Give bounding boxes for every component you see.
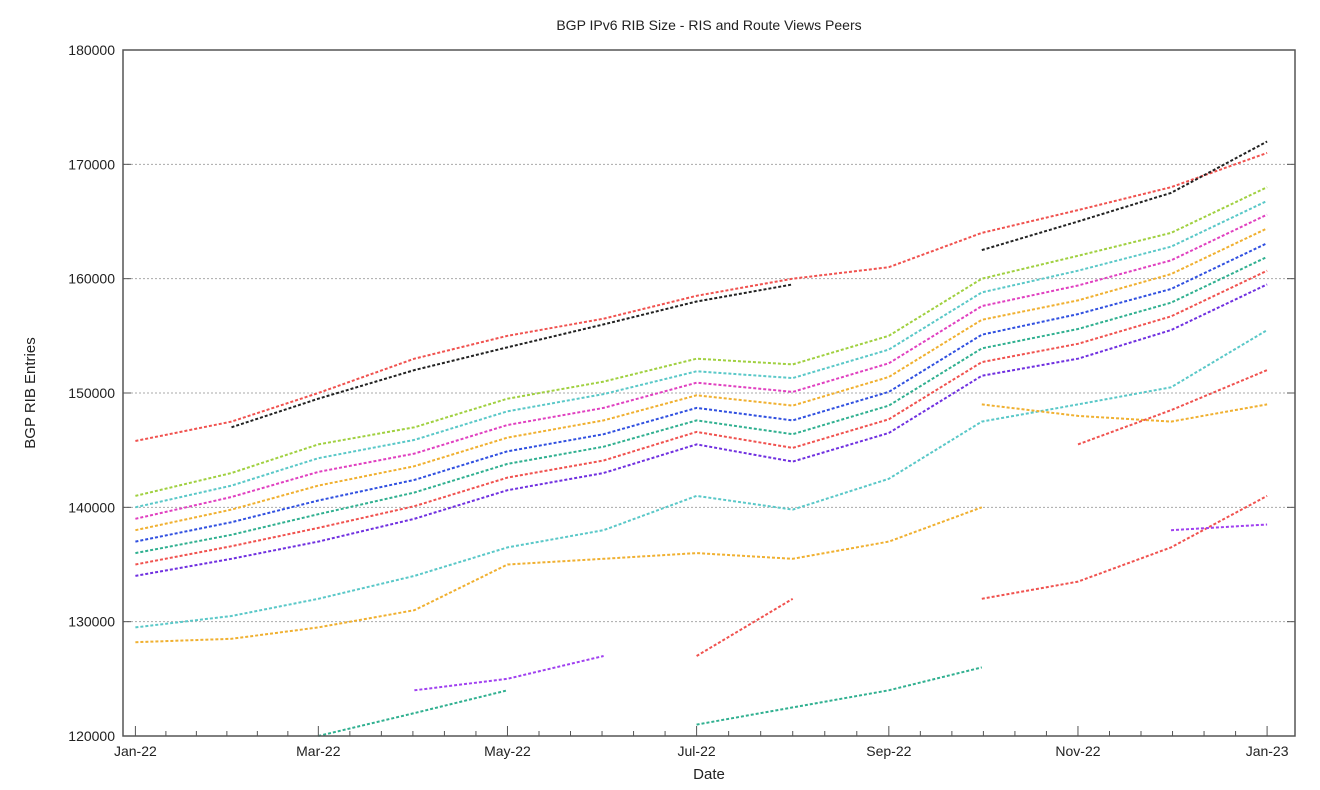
y-tick-label: 160000 <box>68 271 115 287</box>
series-line <box>135 269 1268 566</box>
series-line <box>135 506 983 644</box>
x-tick-label: Sep-22 <box>866 743 911 759</box>
series-line <box>696 597 794 657</box>
series-line <box>135 227 1268 532</box>
series-line <box>981 403 1268 423</box>
y-tick-label: 180000 <box>68 42 115 58</box>
y-tick-label: 170000 <box>68 156 115 172</box>
series-line <box>135 283 1268 577</box>
series-line <box>1170 523 1268 532</box>
x-axis-title: Date <box>693 766 725 783</box>
series-line <box>135 213 1268 520</box>
series-line <box>318 689 508 737</box>
axes: 120000 130000 140000 150000 160000 170000 1800… <box>68 42 1295 759</box>
y-tick-label: 140000 <box>68 499 115 515</box>
x-tick-label: Mar-22 <box>296 743 341 759</box>
y-tick-label: 130000 <box>68 614 115 630</box>
chart-title: BGP IPv6 RIB Size - RIS and Route Views … <box>556 17 861 33</box>
series-line <box>135 199 1268 509</box>
series-line <box>135 329 1268 629</box>
x-tick-label: May-22 <box>484 743 531 759</box>
series-line <box>135 151 1268 442</box>
x-tick-label: Jul-22 <box>678 743 716 759</box>
y-tick-label: 120000 <box>68 728 115 744</box>
series-line <box>135 255 1268 555</box>
y-axis-title: BGP RIB Entries <box>22 337 39 448</box>
x-tick-label: Jan-23 <box>1246 743 1289 759</box>
x-tick-label: Jan-22 <box>114 743 157 759</box>
series-group <box>135 140 1268 737</box>
series-line <box>1077 369 1268 446</box>
x-tick-label: Nov-22 <box>1055 743 1100 759</box>
series-line <box>231 283 793 429</box>
series-line <box>414 655 604 692</box>
series-line <box>135 242 1268 543</box>
series-line <box>696 666 983 726</box>
series-line <box>135 186 1268 497</box>
series-line <box>981 140 1268 252</box>
series-line <box>981 495 1268 600</box>
y-tick-label: 150000 <box>68 385 115 401</box>
